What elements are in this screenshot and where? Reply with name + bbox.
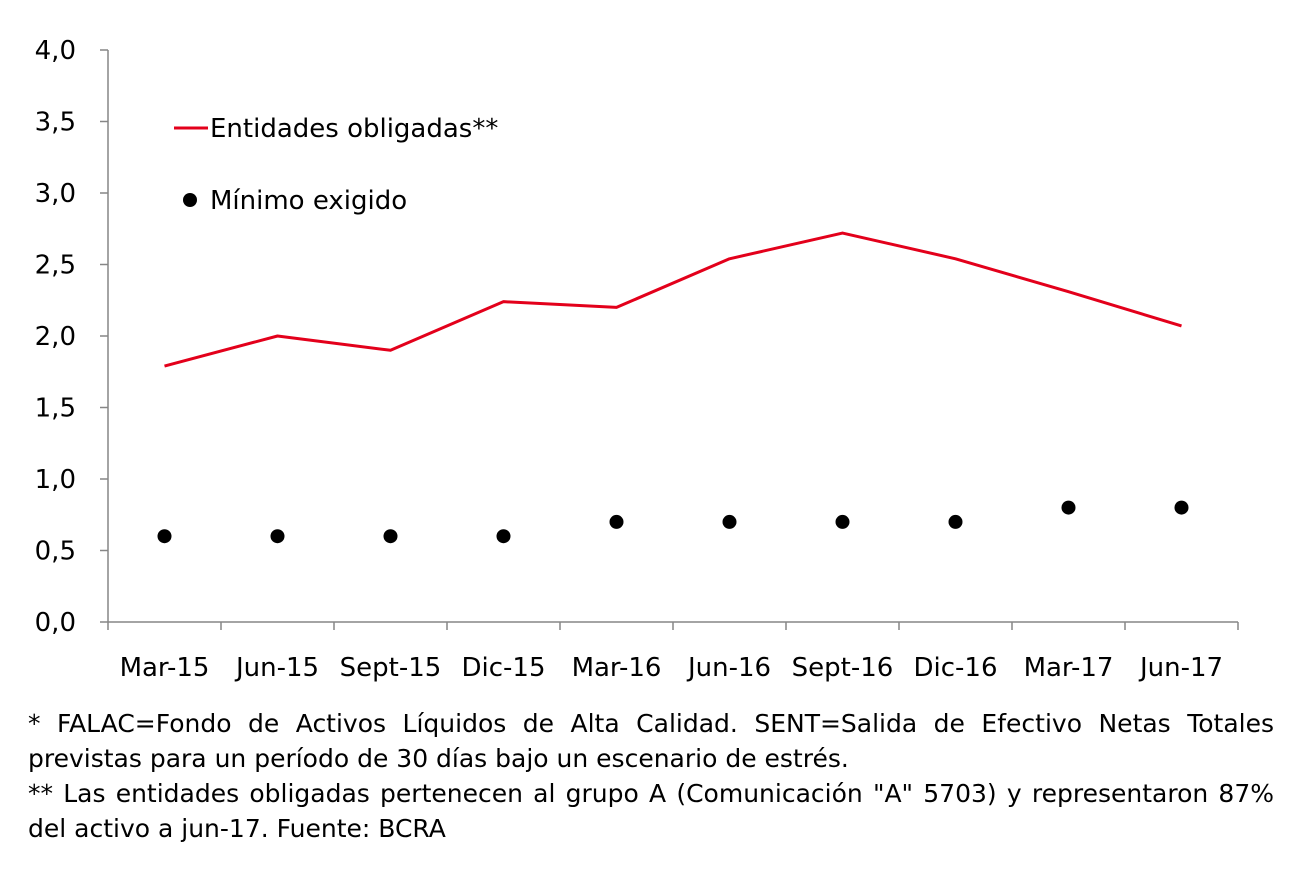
x-tick-label: Dic-16 [913, 653, 997, 683]
series-point [609, 514, 624, 529]
y-tick-label: 0,0 [35, 608, 76, 638]
x-tick-label: Jun-16 [686, 653, 771, 683]
series-line [164, 231, 1182, 368]
y-tick-label: 3,5 [35, 108, 76, 138]
series-point [496, 529, 511, 544]
y-tick-label: 1,0 [35, 465, 76, 495]
y-tick-label: 0,5 [35, 537, 76, 567]
chart: 0,0 0,5 1,0 1,5 2,0 2,5 3,0 3,5 4,0 Mar-15 Jun-15… [35, 36, 1239, 683]
series-point [383, 529, 398, 544]
series-point [948, 514, 963, 529]
footnote-1: * FALAC=Fondo de Activos Líquidos de Alt… [28, 709, 1274, 773]
y-axis-ticks: 0,0 0,5 1,0 1,5 2,0 2,5 3,0 3,5 4,0 [35, 36, 108, 638]
legend: Entidades obligadas** Mínimo exigido [174, 114, 498, 216]
series-layer [157, 231, 1189, 544]
y-tick-label: 2,0 [35, 322, 76, 352]
legend-label: Mínimo exigido [210, 186, 407, 216]
footnote-2: ** Las entidades obligadas pertenecen al… [28, 779, 1274, 843]
series-point [157, 529, 172, 544]
y-tick-label: 2,5 [35, 251, 76, 281]
y-tick-label: 1,5 [35, 394, 76, 424]
x-tick-label: Jun-15 [234, 653, 319, 683]
x-tick-label: Sept-16 [792, 653, 894, 683]
series-point [1174, 500, 1189, 515]
legend-label: Entidades obligadas** [210, 114, 498, 144]
footnotes: * FALAC=Fondo de Activos Líquidos de Alt… [28, 706, 1274, 846]
legend-marker-swatch [183, 193, 197, 207]
series-point [835, 514, 850, 529]
x-tick-label: Mar-16 [572, 653, 662, 683]
y-tick-label: 4,0 [35, 36, 76, 66]
series-point [722, 514, 737, 529]
series-point [270, 529, 285, 544]
x-tick-label: Dic-15 [461, 653, 545, 683]
x-tick-label: Mar-15 [120, 653, 210, 683]
x-tick-label: Sept-15 [340, 653, 442, 683]
x-tick-label: Mar-17 [1024, 653, 1114, 683]
x-tick-label: Jun-17 [1138, 653, 1223, 683]
y-tick-label: 3,0 [35, 179, 76, 209]
x-axis-ticks: Mar-15 Jun-15 Sept-15 Dic-15 Mar-16 Jun-16 Sep… [107, 622, 1239, 683]
series-point [1061, 500, 1076, 515]
